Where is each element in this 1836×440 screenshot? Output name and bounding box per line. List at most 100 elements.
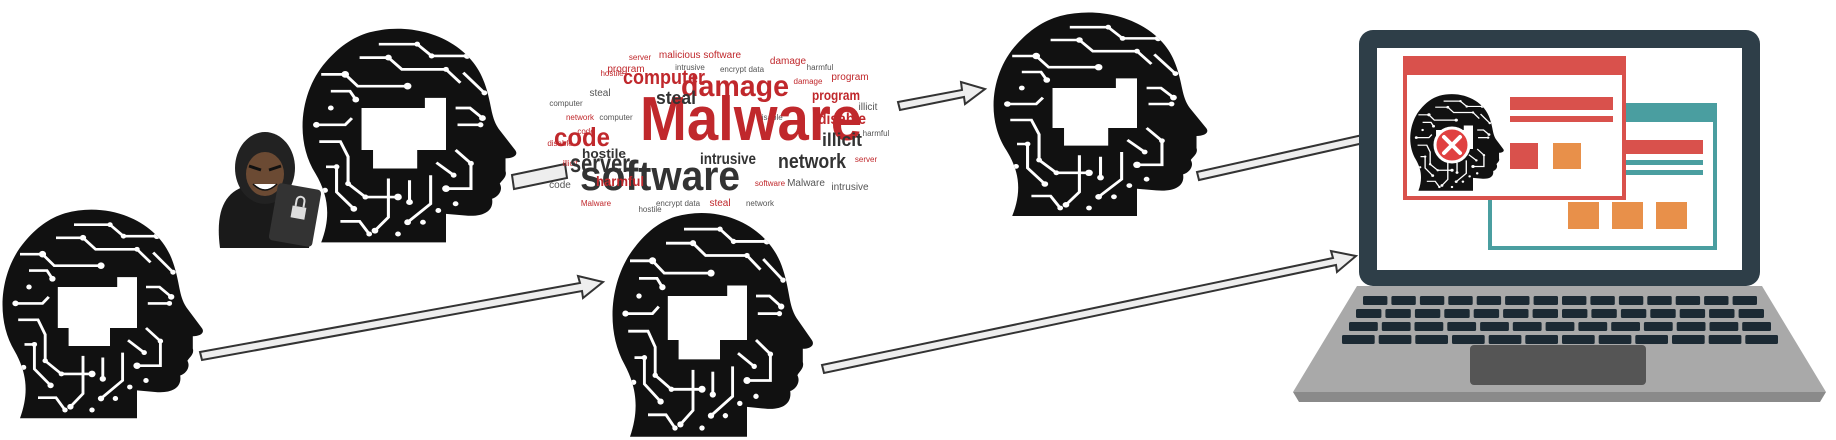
keyboard-key — [1414, 309, 1441, 318]
keyboard-key — [1675, 296, 1701, 305]
keyboard-key — [1620, 309, 1647, 318]
keyboard-key — [1709, 322, 1739, 331]
keyboard-key — [1672, 335, 1705, 344]
wordcloud-word: damage — [681, 70, 789, 103]
keyboard-key — [1447, 322, 1477, 331]
wordcloud-small-word: steal — [589, 88, 610, 99]
keyboard-key — [1385, 309, 1411, 318]
keyboard-key — [1452, 335, 1485, 344]
keyboard-key — [1533, 296, 1558, 305]
wordcloud-small-word: program — [607, 64, 644, 75]
wordcloud-small-word: malicious software — [659, 50, 742, 61]
keyboard-key — [1505, 296, 1530, 305]
keyboard-key — [1591, 309, 1617, 318]
wordcloud-small-word: computer — [599, 113, 633, 122]
tile-orange-2 — [1612, 202, 1643, 229]
keyboard-key — [1448, 296, 1473, 305]
keyboard-key — [1742, 322, 1771, 331]
keyboard-key — [1349, 322, 1378, 331]
keyboard-key — [1562, 335, 1595, 344]
wordcloud-small-word: network — [566, 113, 595, 122]
wordcloud-word: program — [812, 87, 860, 103]
keyboard-key — [1381, 322, 1411, 331]
keyboard-key — [1363, 296, 1388, 305]
keyboard-key — [1590, 296, 1615, 305]
keyboard-key — [1745, 335, 1778, 344]
wordcloud-small-word: encrypt data — [656, 199, 701, 208]
keyboard-key — [1732, 296, 1757, 305]
wordcloud-small-word: disable — [757, 113, 783, 122]
wordcloud-small-word: software — [755, 179, 786, 188]
keyboard-key — [1650, 309, 1676, 318]
wordcloud-word: code — [554, 122, 610, 152]
keyboard-key — [1618, 296, 1644, 305]
keyboard-key — [1525, 335, 1558, 344]
tile-orange-1 — [1568, 202, 1599, 229]
wordcloud-small-word: code — [577, 127, 595, 136]
tile-orange-3 — [1656, 202, 1687, 229]
keyboard-key — [1562, 296, 1587, 305]
wordcloud-small-word: illicit — [562, 159, 578, 168]
wordcloud-main-word: Malware — [640, 85, 862, 154]
keyboard-key — [1414, 322, 1444, 331]
keyboard-key — [1676, 322, 1706, 331]
wordcloud-small-word: damage — [794, 77, 823, 86]
wordcloud-small-word: illicit — [859, 102, 878, 113]
wordcloud-word: hostile — [582, 146, 626, 161]
wordcloud-word: harmful — [596, 173, 644, 189]
keyboard-key — [1578, 322, 1608, 331]
wordcloud-word: illicit — [822, 130, 862, 150]
wordcloud-small-word: steal — [709, 198, 730, 209]
wordcloud-small-word: server — [629, 53, 652, 62]
wordcloud-word: intrusive — [700, 151, 756, 168]
keyboard-key — [1532, 309, 1558, 318]
wordcloud-small-word: disable — [547, 139, 573, 148]
wordcloud-small-word: program — [831, 72, 868, 83]
keyboard-key — [1480, 322, 1509, 331]
keyboard-key — [1419, 296, 1445, 305]
wordcloud-small-word: harmful — [807, 63, 834, 72]
keyboard-key — [1342, 335, 1375, 344]
arrow-attacker-to-cloud — [510, 162, 569, 191]
keyboard-key — [1598, 335, 1632, 344]
touchpad — [1470, 345, 1646, 385]
wordcloud-small-word: server — [855, 155, 878, 164]
wordcloud-small-word: damage — [770, 56, 807, 67]
keyboard-key — [1473, 309, 1500, 318]
wordcloud-small-word: intrusive — [675, 63, 705, 72]
keyboard-key — [1679, 309, 1706, 318]
keyboard-key — [1378, 335, 1412, 344]
laptop-icon — [1293, 30, 1826, 402]
keyboard-key — [1503, 309, 1529, 318]
keyboard-key — [1391, 296, 1416, 305]
wordcloud-word: network — [778, 151, 847, 173]
arrow-clean-to-laptop — [820, 249, 1359, 375]
keyboard-key — [1488, 335, 1522, 344]
keyboard-key — [1709, 309, 1735, 318]
keyboard — [1342, 296, 1778, 344]
keyboard-key — [1444, 309, 1470, 318]
wordcloud-small-word: hostile — [638, 205, 662, 214]
wordcloud-small-word: network — [746, 199, 775, 208]
wordcloud-small-word: hostile — [600, 69, 624, 78]
wordcloud-word: software — [580, 152, 740, 199]
keyboard-key — [1476, 296, 1502, 305]
wordcloud-word: steal — [656, 88, 696, 108]
arrow-start-to-clean — [198, 274, 606, 362]
circuit-head-icon-attacker — [303, 29, 517, 243]
keyboard-key — [1708, 335, 1742, 344]
wordcloud-small-word: Malware — [581, 199, 612, 208]
wordcloud-small-word: harmful — [863, 129, 890, 138]
arrow-cloud-to-infected — [896, 80, 988, 112]
wordcloud-word: server — [570, 148, 630, 178]
keyboard-key — [1415, 335, 1448, 344]
hacker-with-laptop-icon — [218, 132, 322, 248]
keyboard-key — [1704, 296, 1729, 305]
keyboard-key — [1635, 335, 1668, 344]
keyboard-key — [1562, 309, 1588, 318]
keyboard-key — [1356, 309, 1382, 318]
keyboard-key — [1545, 322, 1575, 331]
circuit-head-icon-start — [3, 210, 203, 419]
